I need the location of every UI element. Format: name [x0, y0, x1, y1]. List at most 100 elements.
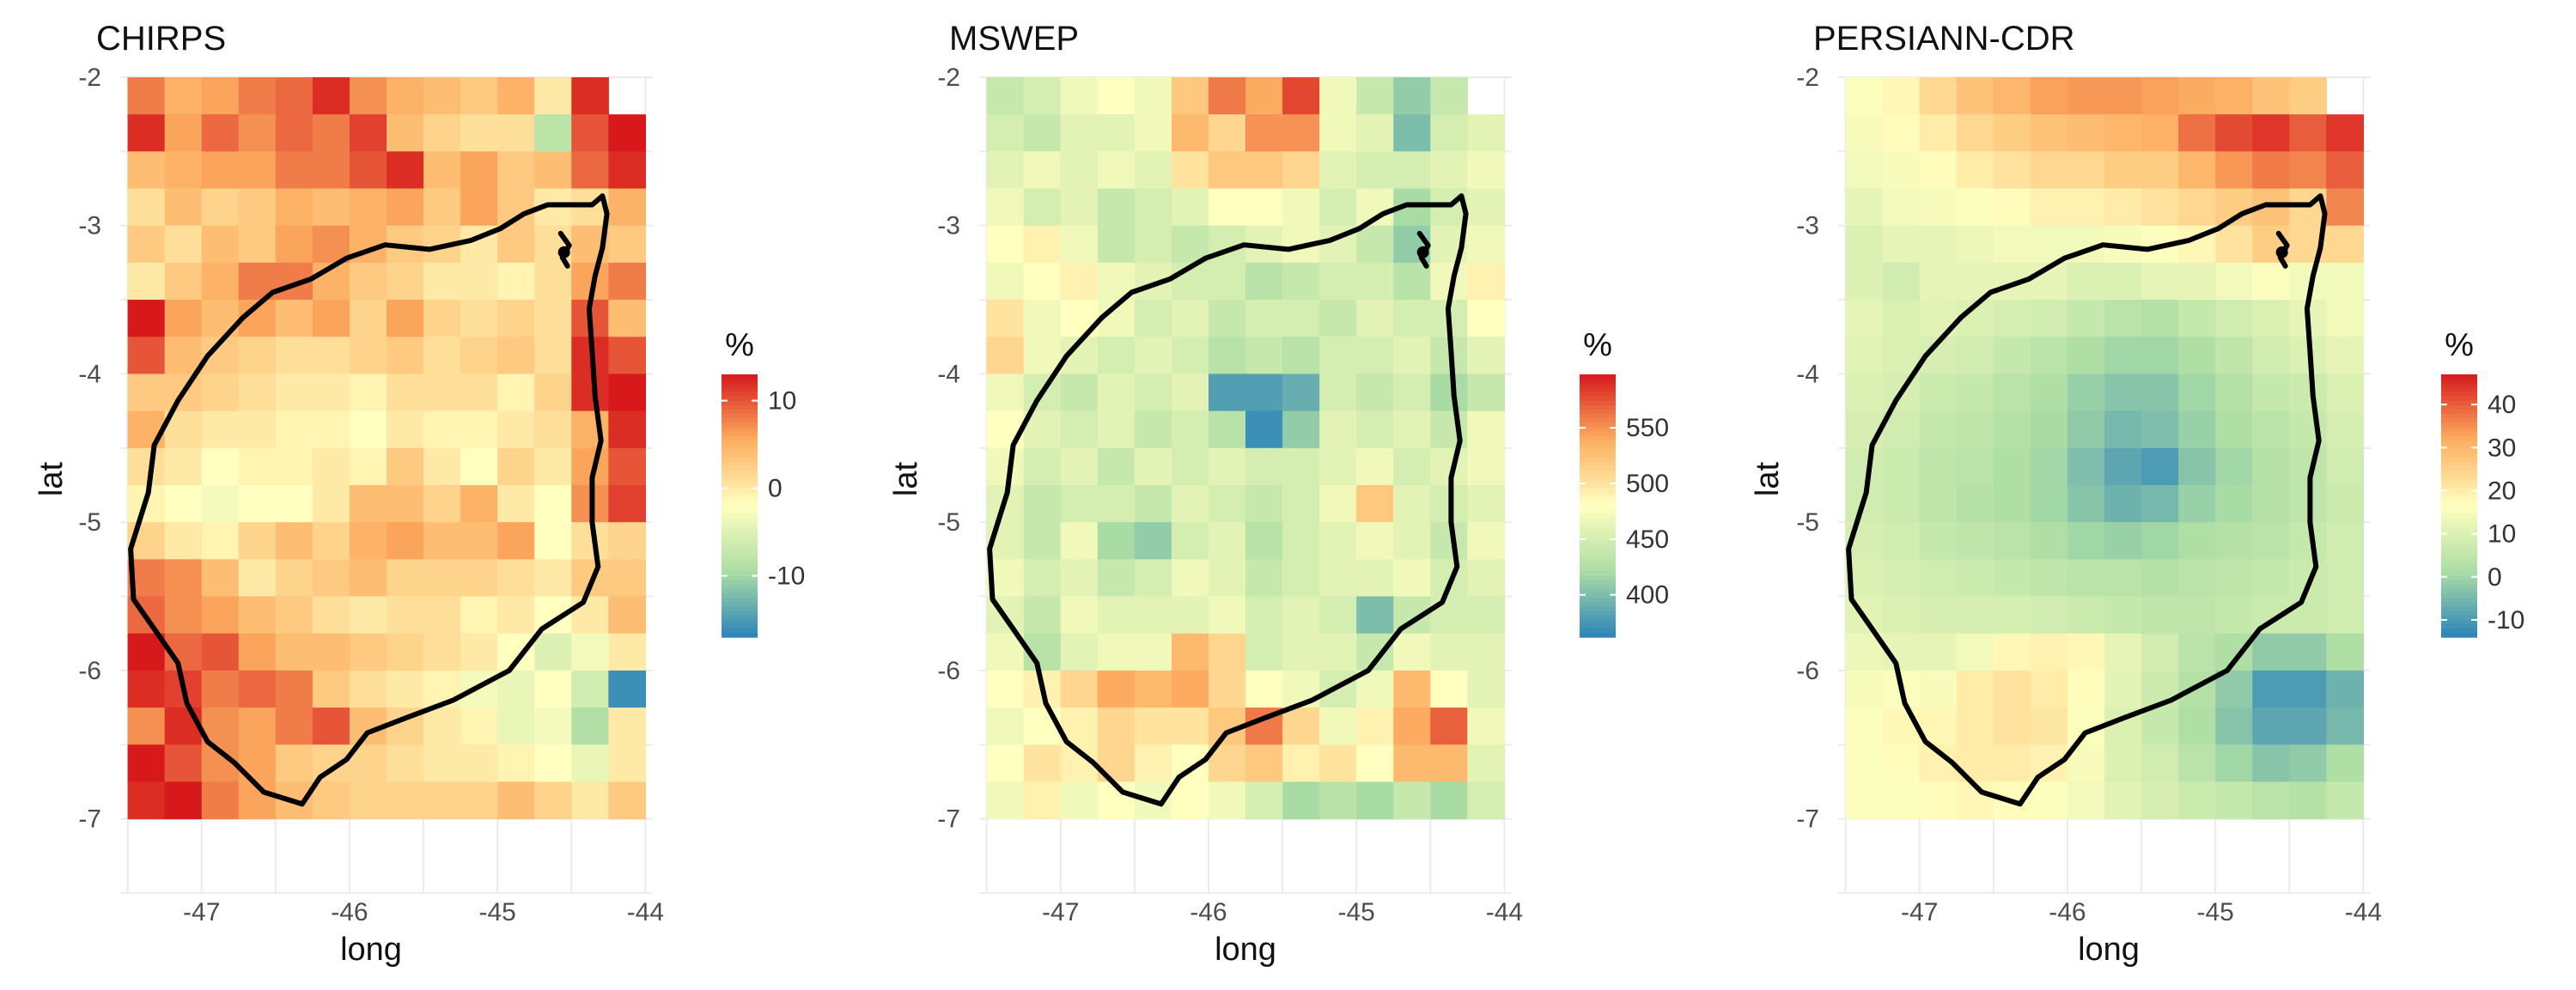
- heatmap-cell: [1956, 77, 1994, 115]
- heatmap-cell: [2252, 337, 2290, 375]
- heatmap-cell: [460, 300, 498, 337]
- heatmap-cell: [275, 670, 314, 708]
- heatmap-cell: [1134, 374, 1172, 412]
- heatmap-cell: [164, 188, 203, 227]
- colorbar-segment: [2441, 580, 2477, 586]
- heatmap-cell: [1467, 447, 1505, 486]
- heatmap-cell: [534, 151, 572, 190]
- colorbar-segment: [2441, 379, 2477, 384]
- heatmap-cell: [2067, 262, 2105, 301]
- heatmap-cell: [1956, 188, 1994, 227]
- heatmap-cell: [1245, 114, 1283, 152]
- x-tick-label: -46: [1190, 898, 1227, 926]
- heatmap-cell: [534, 559, 572, 598]
- heatmap-cell: [1023, 300, 1062, 337]
- heatmap-cell: [1919, 262, 1958, 301]
- heatmap-cell: [164, 522, 203, 560]
- heatmap-cell: [2067, 114, 2105, 152]
- heatmap-cell: [608, 151, 646, 190]
- heatmap-cell: [238, 744, 277, 783]
- heatmap-cell: [312, 410, 350, 449]
- heatmap-cell: [127, 337, 166, 375]
- heatmap-cell: [2178, 522, 2216, 560]
- basin-outline: [1846, 193, 2328, 807]
- heatmap-cell: [534, 410, 572, 449]
- heatmap-cell: [1430, 410, 1468, 449]
- heatmap-cell: [1097, 633, 1136, 671]
- heatmap-cell: [497, 114, 535, 152]
- colorbar-segment: [722, 379, 758, 384]
- heatmap-cell: [1134, 708, 1172, 745]
- heatmap-cell: [1282, 300, 1320, 337]
- heatmap-cell: [2289, 522, 2327, 560]
- heatmap-cell: [387, 670, 424, 708]
- heatmap-cell: [1919, 300, 1958, 337]
- heatmap-cell: [497, 596, 535, 635]
- colorbar-segment: [722, 554, 758, 559]
- heatmap-cell: [497, 151, 535, 190]
- colorbar-segment: [2441, 392, 2477, 398]
- heatmap-cell: [2141, 708, 2179, 745]
- colorbar-segment: [722, 523, 758, 529]
- heatmap-cell: [1919, 559, 1958, 598]
- colorbar-segment: [1580, 462, 1616, 467]
- heatmap-cell: [608, 633, 646, 671]
- heatmap-cell: [534, 670, 572, 708]
- heatmap-cell: [2104, 559, 2142, 598]
- heatmap-cell: [1282, 77, 1320, 115]
- heatmap-cell: [1282, 410, 1320, 449]
- heatmap-cell: [1993, 188, 2031, 227]
- heatmap-cell: [1319, 262, 1357, 301]
- colorbar-segment: [722, 623, 758, 629]
- heatmap-cell: [1171, 522, 1209, 560]
- heatmap-cell: [1134, 225, 1172, 264]
- heatmap-cell: [1134, 114, 1172, 152]
- colorbar-segment: [1580, 628, 1616, 634]
- colorbar-segment: [1580, 466, 1616, 471]
- colorbar-tick-label: 20: [2488, 477, 2516, 505]
- heatmap-cell: [312, 485, 350, 523]
- heatmap-cell: [608, 410, 646, 449]
- heatmap-cell: [497, 300, 535, 337]
- x-axis-label: long: [2078, 932, 2140, 968]
- heatmap-cell: [1430, 781, 1468, 820]
- heatmap-cell: [497, 744, 535, 783]
- heatmap-cell: [1282, 633, 1320, 671]
- heatmap-cell: [2289, 77, 2327, 115]
- heatmap-cell: [1319, 485, 1357, 523]
- heatmap-cell: [423, 522, 461, 560]
- heatmap-cell: [2215, 447, 2253, 486]
- heatmap-cell: [2104, 188, 2142, 227]
- heatmap-cell: [1956, 485, 1994, 523]
- colorbar-segment: [1580, 588, 1616, 594]
- heatmap-cell: [1319, 633, 1357, 671]
- heatmap-cell: [2178, 337, 2216, 375]
- heatmap-cell: [1023, 262, 1062, 301]
- heatmap-cell: [460, 337, 498, 375]
- heatmap-cell: [1956, 374, 1994, 412]
- heatmap-cell: [2178, 633, 2216, 671]
- heatmap-cell: [423, 114, 461, 152]
- colorbar-segment: [2441, 575, 2477, 581]
- colorbar-segment: [722, 615, 758, 621]
- heatmap-cell: [2326, 300, 2364, 337]
- heatmap-cell: [2289, 708, 2327, 745]
- colorbar-segment: [2441, 387, 2477, 393]
- heatmap-cell: [1171, 670, 1209, 708]
- heatmap-cell: [1060, 114, 1099, 152]
- heatmap-cell: [1171, 374, 1209, 412]
- heatmap-cell: [387, 485, 424, 523]
- heatmap-cell: [497, 374, 535, 412]
- panel-persiann-cdr: PERSIANN-CDR -2 -3 -4 -5 -6 -7 -47 -46 -45 -44 l…: [1750, 20, 2524, 968]
- heatmap-cell: [201, 447, 240, 486]
- heatmap-cell: [1060, 262, 1099, 301]
- colorbar-segment: [722, 404, 758, 410]
- heatmap-cell: [312, 374, 350, 412]
- colorbar-segment: [1580, 519, 1616, 525]
- heatmap-cell: [387, 410, 424, 449]
- heatmap-cell: [986, 744, 1025, 783]
- heatmap-cell: [608, 374, 646, 412]
- y-axis-label: lat: [1750, 461, 1786, 496]
- y-tick-label: -6: [1796, 657, 1819, 685]
- colorbar-segment: [2441, 554, 2477, 559]
